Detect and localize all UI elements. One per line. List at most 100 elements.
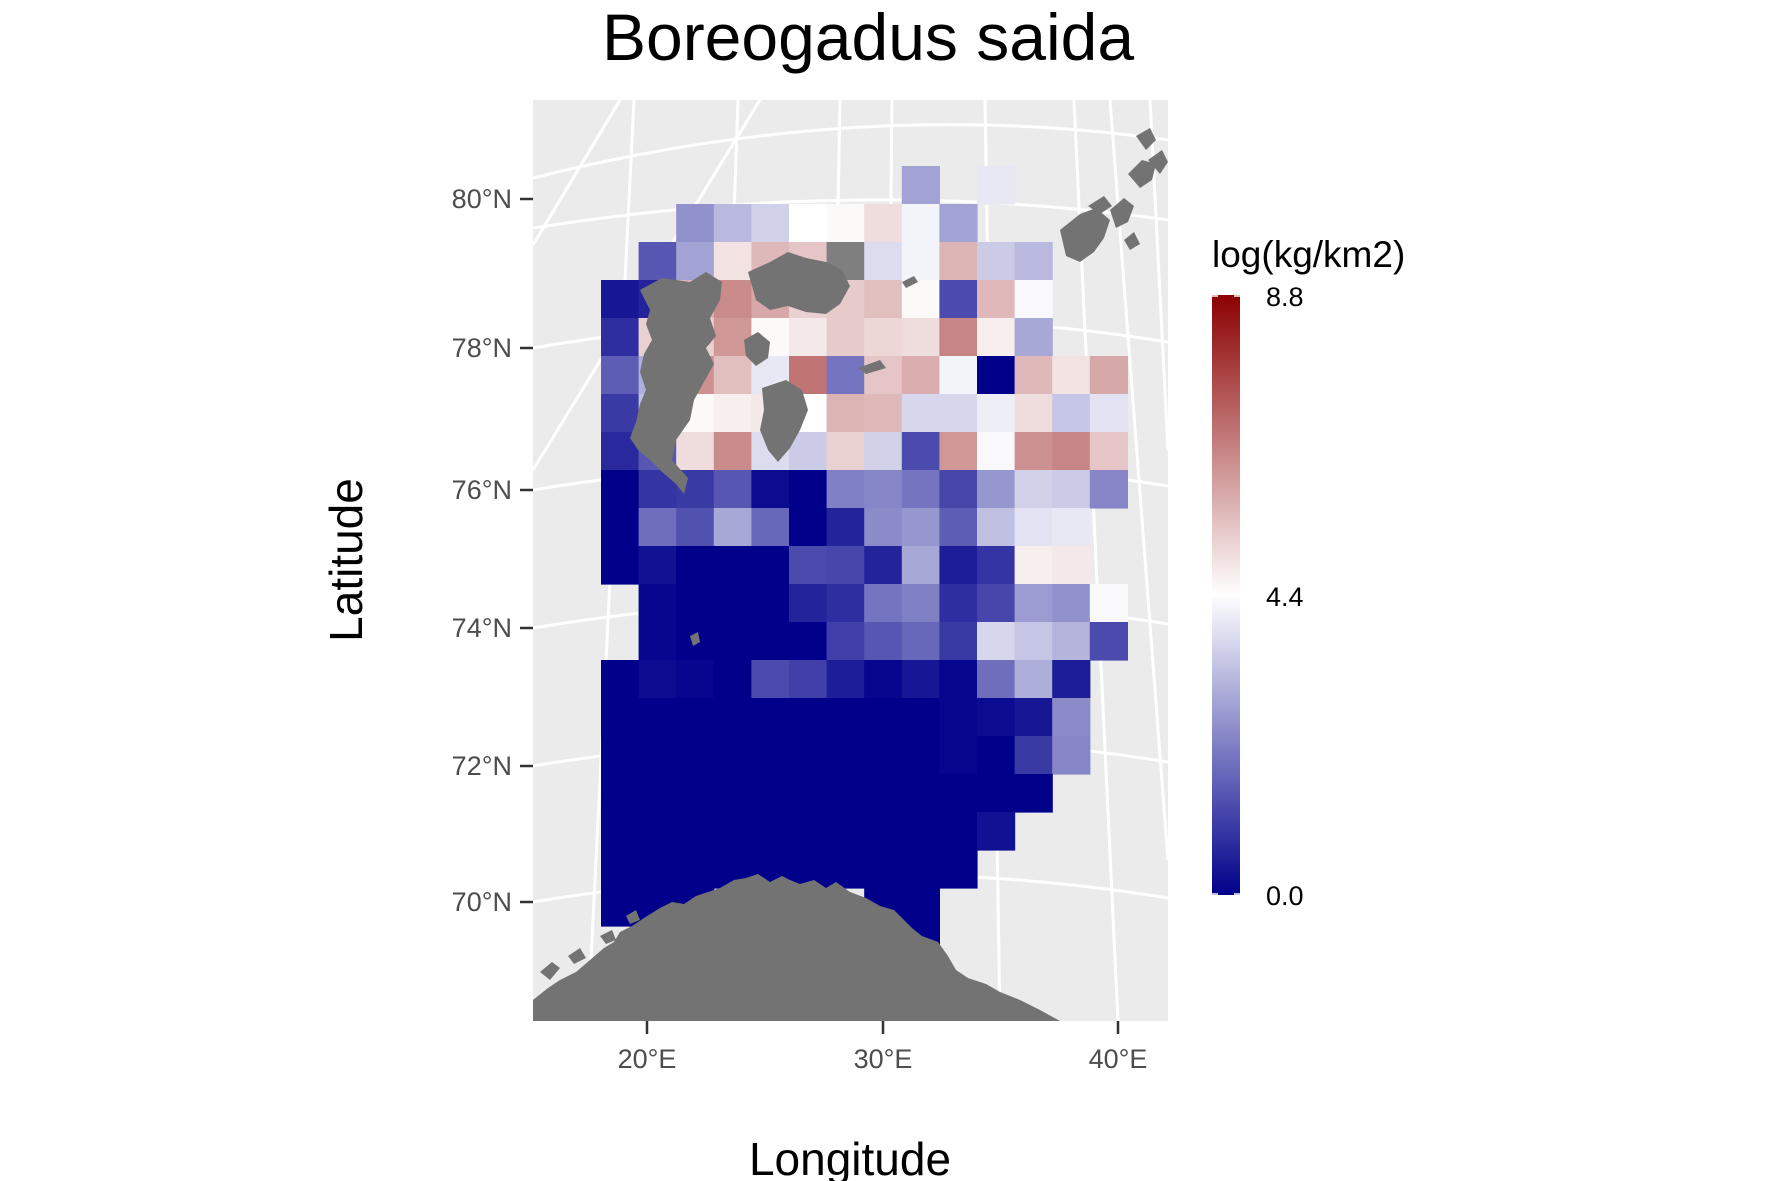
grid-cell <box>751 508 790 547</box>
bjornoya <box>690 632 700 646</box>
grid-cell <box>864 204 903 243</box>
grid-cell <box>601 318 640 357</box>
grid-cell <box>713 736 752 775</box>
grid-cell <box>1052 660 1091 699</box>
grid-cell <box>864 356 903 395</box>
longitude-axis: 20°E 30°E 40°E <box>618 1021 1148 1074</box>
grid-cell <box>1052 622 1091 661</box>
grid-cell <box>1014 660 1053 699</box>
grid-cell <box>601 546 640 585</box>
grid-cell <box>939 318 978 357</box>
grid-cell <box>977 812 1016 851</box>
grid-cell <box>977 166 1016 205</box>
grid-cell <box>713 432 752 471</box>
grid-cell <box>939 242 978 281</box>
grid-cell <box>789 432 828 471</box>
grid-cell <box>864 850 903 889</box>
grid-cell <box>864 774 903 813</box>
grid-cell <box>901 318 940 357</box>
grid-cell <box>789 736 828 775</box>
lat-tick-80: 80°N <box>452 184 533 214</box>
grid-cell <box>1014 432 1053 471</box>
grid-cell <box>638 812 677 851</box>
grid-cell <box>826 356 865 395</box>
franz-josef-land <box>1060 128 1168 262</box>
grid-cell <box>864 622 903 661</box>
grid-cell <box>826 850 865 889</box>
grid-cell <box>1052 470 1091 509</box>
grid-cell <box>939 356 978 395</box>
grid-cell <box>977 698 1016 737</box>
grid-cell <box>676 698 715 737</box>
grid-cell <box>713 622 752 661</box>
grid-cell <box>939 432 978 471</box>
grid-cell <box>713 394 752 433</box>
grid-cell <box>789 660 828 699</box>
grid-cell <box>601 660 640 699</box>
grid-cell <box>977 242 1016 281</box>
grid-cell <box>713 812 752 851</box>
grid-cell <box>676 774 715 813</box>
grid-cell <box>901 584 940 623</box>
grid-cell <box>864 584 903 623</box>
grid-cell <box>713 584 752 623</box>
grid-cell <box>864 736 903 775</box>
grid-cell <box>1014 774 1053 813</box>
grid-cell <box>826 698 865 737</box>
grid-cell <box>713 698 752 737</box>
grid-cell <box>864 280 903 319</box>
y-axis-title: Latitude <box>320 478 372 642</box>
grid-cell <box>751 660 790 699</box>
grid-cell <box>601 394 640 433</box>
lon-tick-label: 30°E <box>854 1044 913 1074</box>
grid-cell <box>713 204 752 243</box>
lat-tick-label: 72°N <box>452 751 512 781</box>
grid-cell <box>977 318 1016 357</box>
lat-tick-74: 74°N <box>452 613 533 643</box>
grid-cell <box>901 242 940 281</box>
grid-cell <box>676 432 715 471</box>
grid-cell <box>789 622 828 661</box>
grid-cell <box>939 698 978 737</box>
meridian-line <box>533 100 622 246</box>
grid-cell <box>638 850 677 889</box>
grid-cell <box>939 774 978 813</box>
grid-cell <box>751 204 790 243</box>
coastal-islands <box>540 910 640 980</box>
grid-cell <box>939 204 978 243</box>
grid-cell <box>751 774 790 813</box>
grid-cell <box>751 584 790 623</box>
grid-cell <box>939 508 978 547</box>
grid-cell <box>676 736 715 775</box>
lat-tick-76: 76°N <box>452 475 533 505</box>
grid-cell <box>1014 394 1053 433</box>
grid-cell <box>676 584 715 623</box>
map-panel <box>533 100 1168 1021</box>
lon-tick-20: 20°E <box>618 1021 676 1074</box>
grid-cell <box>939 812 978 851</box>
grid-cell <box>977 774 1016 813</box>
grid-cell <box>901 470 940 509</box>
grid-cell <box>1014 280 1053 319</box>
grid-cell <box>1014 698 1053 737</box>
lon-tick-label: 40°E <box>1089 1044 1148 1074</box>
grid-cell <box>1014 546 1053 585</box>
grid-cell <box>789 774 828 813</box>
grid-cell <box>1014 508 1053 547</box>
grid-cell <box>601 508 640 547</box>
grid-cell <box>977 584 1016 623</box>
grid-cell <box>901 508 940 547</box>
grid-cell <box>676 546 715 585</box>
grid-cell <box>601 850 640 889</box>
grid-cell <box>826 660 865 699</box>
parallel-line <box>533 123 1168 180</box>
grid-cell <box>676 850 715 889</box>
grid-cell <box>638 736 677 775</box>
lon-tick-30: 30°E <box>854 1021 913 1074</box>
grid-cell <box>789 204 828 243</box>
kong-karls-land <box>858 360 886 374</box>
grid-cell <box>977 736 1016 775</box>
grid-cell <box>901 736 940 775</box>
grid-cell <box>638 242 677 281</box>
grid-cell <box>939 660 978 699</box>
